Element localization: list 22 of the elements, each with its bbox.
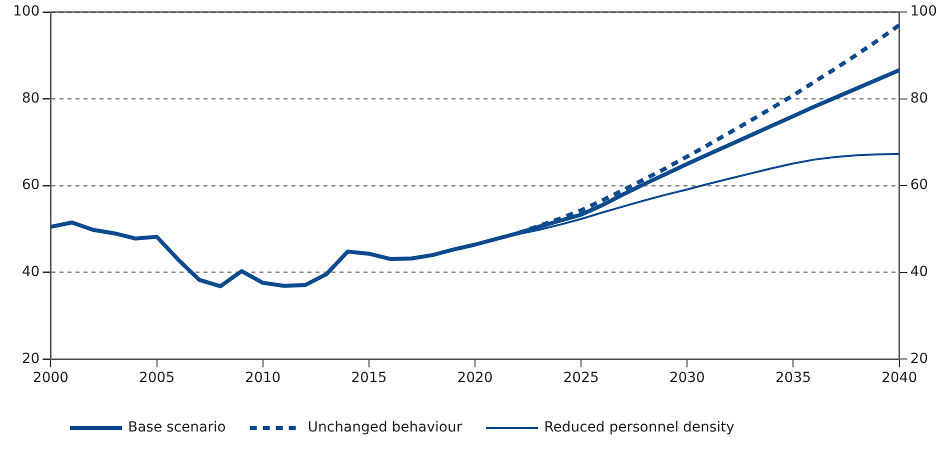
x-tick-label: 2035 — [775, 370, 812, 386]
y2-tick-label: 60 — [910, 177, 928, 194]
y2-tick-label: 20 — [910, 350, 928, 367]
y-tick-label: 40 — [22, 264, 40, 280]
legend-label: Reduced personnel density — [544, 420, 734, 436]
legend-label: Unchanged behaviour — [308, 420, 462, 436]
x-tick-label: 2040 — [881, 370, 918, 386]
y-tick-label: 20 — [22, 350, 40, 367]
x-tick-label: 2010 — [245, 370, 281, 386]
y-tick-label: 80 — [22, 90, 40, 106]
y2-tick-label: 80 — [910, 90, 928, 106]
y-tick-label: 100 — [12, 4, 40, 20]
x-tick-label: 2030 — [669, 370, 705, 386]
y2-tick-label: 40 — [910, 264, 928, 280]
x-tick-label: 2020 — [457, 370, 493, 386]
legend-label: Base scenario — [128, 420, 226, 436]
x-tick-label: 2000 — [32, 370, 69, 386]
y-tick-label: 60 — [22, 177, 40, 194]
x-tick-label: 2005 — [138, 370, 175, 386]
y2-tick-label: 100 — [910, 4, 938, 20]
x-tick-label: 2025 — [563, 370, 599, 386]
x-tick-label: 2015 — [351, 370, 387, 386]
